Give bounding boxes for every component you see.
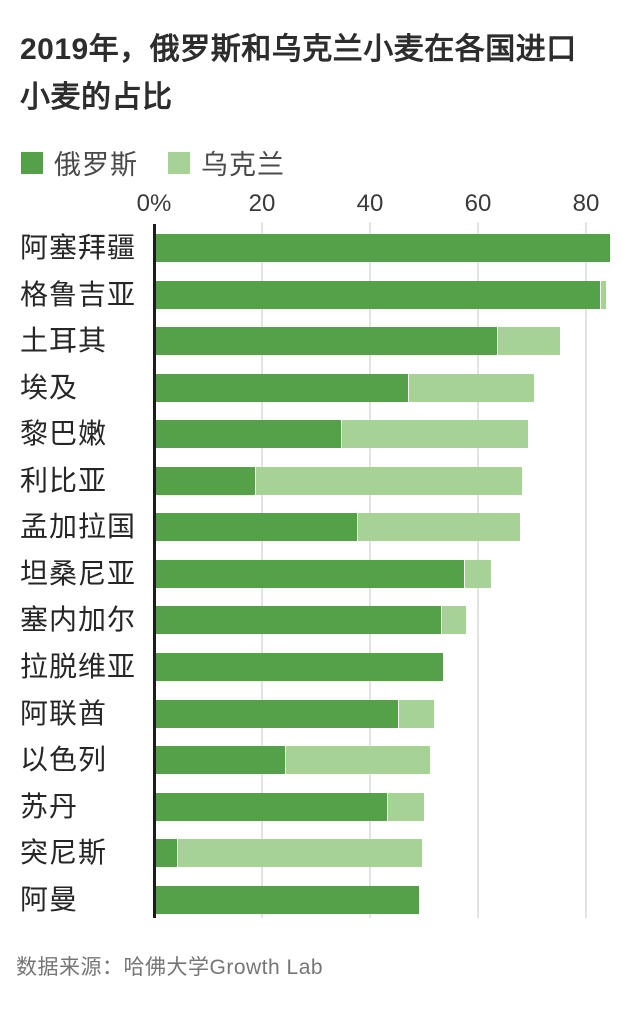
russia-bar-segment <box>156 885 419 914</box>
category-label: 坦桑尼亚 <box>20 557 137 589</box>
gridline <box>585 222 587 918</box>
category-label: 拉脱维亚 <box>20 650 137 682</box>
ukraine-bar-segment <box>601 280 606 309</box>
bar-row <box>156 559 491 588</box>
ukraine-color-swatch <box>168 151 190 174</box>
legend-item-russia: 俄罗斯 <box>21 143 138 182</box>
bar-row <box>156 327 560 356</box>
x-axis-tick-label: 20 <box>248 190 276 217</box>
ukraine-bar-segment <box>388 792 424 821</box>
chart-title-line2: 小麦的占比 <box>20 81 173 114</box>
bar-row <box>156 746 430 775</box>
category-label: 土耳其 <box>20 325 108 357</box>
bar-row <box>156 839 422 868</box>
ukraine-bar-segment <box>358 513 520 542</box>
bar-row <box>156 885 419 914</box>
russia-bar-segment <box>156 559 464 588</box>
category-label: 苏丹 <box>20 790 79 822</box>
legend-label-russia: 俄罗斯 <box>54 150 138 180</box>
ukraine-bar-segment <box>342 420 528 449</box>
bar-row <box>156 280 606 309</box>
bar-row <box>156 699 434 728</box>
russia-bar-segment <box>156 327 497 356</box>
russia-bar-segment <box>156 513 357 542</box>
bar-row <box>156 513 520 542</box>
category-label: 阿联酋 <box>20 697 108 729</box>
x-axis-tick-label: 0% <box>136 190 172 217</box>
data-source-note: 数据来源：哈佛大学Growth Lab <box>16 956 324 979</box>
category-label: 阿塞拜疆 <box>20 232 137 263</box>
category-label: 埃及 <box>20 371 79 403</box>
category-label: 阿曼 <box>20 883 79 915</box>
legend-label-ukraine: 乌克兰 <box>201 150 285 180</box>
category-label: 以色列 <box>20 744 108 776</box>
category-label: 塞内加尔 <box>20 604 137 636</box>
ukraine-bar-segment <box>498 327 560 356</box>
bar-row <box>156 234 610 262</box>
russia-bar-segment <box>156 466 255 495</box>
bar-row <box>156 792 424 821</box>
russia-bar-segment <box>156 839 177 868</box>
x-axis-tick-label: 40 <box>356 190 384 217</box>
ukraine-bar-segment <box>286 746 430 775</box>
russia-bar-segment <box>156 606 441 635</box>
bar-row <box>156 420 528 449</box>
ukraine-bar-segment <box>178 839 422 868</box>
x-axis-tick-label: 60 <box>464 190 492 217</box>
bar-row <box>156 373 534 402</box>
russia-bar-segment <box>156 792 387 821</box>
ukraine-bar-segment <box>442 606 466 635</box>
legend-item-ukraine: 乌克兰 <box>168 143 285 182</box>
russia-bar-segment <box>156 746 285 775</box>
russia-bar-segment <box>156 234 610 262</box>
y-axis-line <box>153 224 156 918</box>
bar-row <box>156 652 443 681</box>
bar-row <box>156 606 466 635</box>
ukraine-bar-segment <box>256 466 522 495</box>
category-label: 孟加拉国 <box>20 511 137 543</box>
category-label: 格鲁吉亚 <box>20 278 137 310</box>
russia-bar-segment <box>156 420 341 449</box>
category-label: 黎巴嫩 <box>20 418 108 450</box>
russia-bar-segment <box>156 652 443 681</box>
chart-title: 2019年，俄罗斯和乌克兰小麦在各国进口 小麦的占比 <box>20 26 610 122</box>
ukraine-bar-segment <box>409 373 534 402</box>
ukraine-bar-segment <box>399 699 434 728</box>
chart-title-line1: 2019年，俄罗斯和乌克兰小麦在各国进口 <box>20 33 577 66</box>
russia-bar-segment <box>156 280 600 309</box>
ukraine-bar-segment <box>465 559 491 588</box>
russia-bar-segment <box>156 373 408 402</box>
russia-color-swatch <box>21 151 43 174</box>
russia-bar-segment <box>156 699 398 728</box>
category-label: 突尼斯 <box>20 837 108 869</box>
bar-row <box>156 466 522 495</box>
chart-legend: 俄罗斯 乌克兰 <box>21 143 285 182</box>
x-axis-tick-label: 80 <box>572 190 600 217</box>
stacked-bar-chart: 0% 20 40 60 80 阿塞拜疆格鲁吉亚土耳其埃及黎巴嫩利比亚孟加拉国坦桑尼亚塞内加… <box>0 190 639 922</box>
category-label: 利比亚 <box>20 464 108 496</box>
